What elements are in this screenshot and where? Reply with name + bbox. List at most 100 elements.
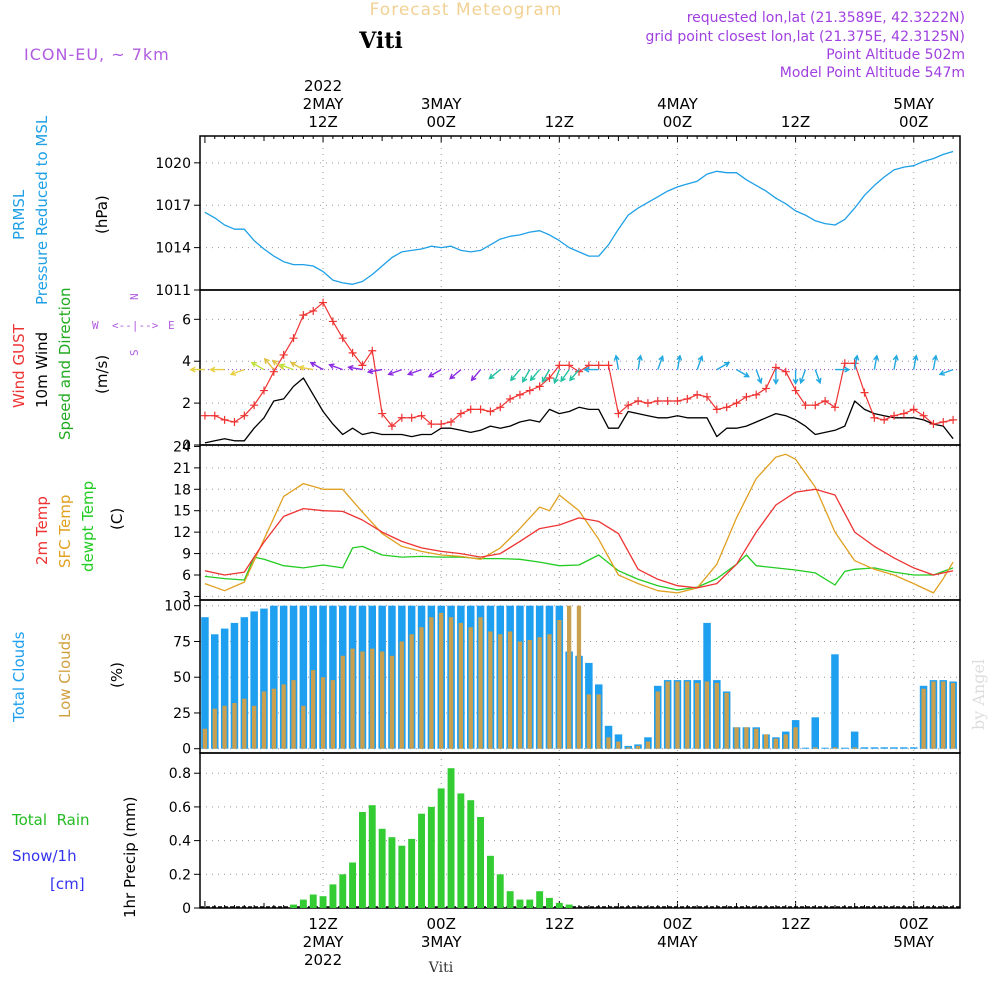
gust-marker — [939, 417, 948, 426]
wind-unit-label: (m/s) — [93, 355, 111, 394]
low-cloud-bar — [950, 682, 956, 749]
rain-bar — [506, 891, 514, 908]
wind-direction-arrow — [696, 355, 704, 370]
gust-marker — [210, 411, 219, 420]
bottom-time-label: 00Z — [427, 915, 456, 933]
low-cloud-bar — [370, 648, 375, 749]
gust-marker — [594, 361, 603, 370]
low-cloud-bar — [252, 705, 257, 749]
gust-marker — [949, 415, 958, 424]
rain-bar — [496, 874, 504, 908]
low-cloud-bar — [744, 727, 749, 749]
temp2m-line — [204, 488, 954, 589]
low-cloud-bar — [645, 741, 651, 749]
total-cloud-bar — [900, 747, 908, 749]
gust-marker — [417, 411, 426, 420]
total-cloud-bar — [880, 747, 888, 749]
gust-marker — [693, 390, 702, 399]
low-cloud-bar — [222, 705, 227, 749]
bottom-time-label: 12Z — [545, 915, 574, 933]
low-cloud-bar — [507, 631, 513, 749]
compass-south: S — [128, 349, 141, 356]
low-cloud-bar — [517, 641, 523, 749]
gust-marker — [496, 403, 505, 412]
total-cloud-bar — [230, 622, 239, 749]
rain-bar — [447, 768, 455, 908]
rain-bar — [408, 838, 416, 908]
top-time-label: 00Z — [899, 113, 928, 131]
gust-marker — [919, 411, 928, 420]
rain-bar — [388, 837, 396, 908]
top-time-label: 2022 — [304, 77, 342, 95]
top-time-label: 00Z — [427, 113, 456, 131]
y-tick-label: 18 — [173, 482, 191, 498]
bottom-time-label: 00Z — [663, 915, 692, 933]
top-time-label: 5MAY — [893, 95, 935, 113]
gust-marker — [821, 397, 830, 406]
total-cloud-bar — [201, 617, 209, 749]
precip-unit-label: 1hr Precip (mm) — [121, 797, 139, 918]
wind-direction-arrow — [250, 361, 265, 371]
wind-direction-arrow — [328, 363, 343, 371]
compass-north: N — [128, 293, 141, 300]
low-cloud-bar — [448, 617, 454, 749]
gust-marker — [200, 411, 209, 420]
gust-side-label: Wind GUST — [10, 323, 28, 408]
wind-direction-arrow — [657, 355, 664, 370]
total-cloud-bar — [211, 634, 219, 749]
wind-direction-arrow — [470, 369, 482, 382]
wind-panel: Wind GUST 10m Wind Speed and Direction (… — [10, 287, 961, 454]
rain-bar — [477, 817, 484, 908]
wind-direction-arrow — [522, 369, 531, 383]
top-time-label: 12Z — [545, 113, 574, 131]
gust-marker — [378, 409, 387, 418]
wind-direction-arrow — [613, 354, 620, 370]
gust-marker — [279, 350, 288, 359]
gust-marker — [722, 403, 731, 412]
total-cloud-bar — [279, 605, 288, 749]
y-tick-label: 3 — [182, 589, 191, 605]
low-cloud-bar — [242, 698, 247, 749]
gust-marker — [358, 361, 367, 370]
gust-marker — [555, 361, 564, 370]
bottom-time-label: 5MAY — [893, 933, 935, 951]
y-tick-label: 4 — [182, 354, 191, 370]
y-tick-label: 1011 — [155, 283, 191, 299]
gust-marker — [348, 348, 357, 357]
wind-direction-arrow — [676, 354, 683, 370]
gust-marker — [535, 382, 544, 391]
wind-direction-arrow — [932, 354, 939, 370]
pressure-side-label-1: PRMSL — [10, 189, 28, 240]
wind-direction-arrow — [814, 369, 822, 385]
top-time-label: 00Z — [663, 113, 692, 131]
gust-marker — [811, 401, 820, 410]
total-cloud-bar — [260, 608, 268, 749]
rain-bar — [516, 899, 524, 908]
y-tick-label: 0.6 — [169, 800, 191, 816]
wind-direction-arrow — [529, 369, 541, 382]
y-tick-label: 15 — [173, 504, 191, 520]
y-tick-label: 75 — [173, 634, 191, 650]
low-cloud-bar — [754, 728, 759, 749]
low-cloud-bar — [468, 627, 473, 749]
wind-direction-arrow — [736, 368, 750, 378]
gust-marker — [604, 361, 613, 370]
bottom-time-label: 12Z — [308, 915, 337, 933]
total-cloud-bar — [890, 747, 898, 749]
total-cloud-bar — [910, 747, 918, 749]
low-cloud-bar — [596, 694, 601, 749]
low-cloud-bar — [665, 681, 670, 749]
total-cloud-bar — [270, 605, 278, 749]
gust-marker — [801, 401, 810, 410]
low-cloud-bar — [616, 741, 621, 749]
low-cloud-bar — [557, 620, 562, 749]
y-tick-label: 0 — [182, 901, 191, 917]
low-cloud-bar — [567, 605, 572, 749]
low-cloud-bar — [212, 708, 217, 749]
low-cloud-bar — [311, 670, 316, 749]
low-cloud-bar — [773, 738, 778, 749]
low-cloud-bar — [586, 694, 591, 749]
gust-marker — [624, 401, 633, 410]
wind-dir-side-label: Speed and Direction — [56, 287, 74, 440]
